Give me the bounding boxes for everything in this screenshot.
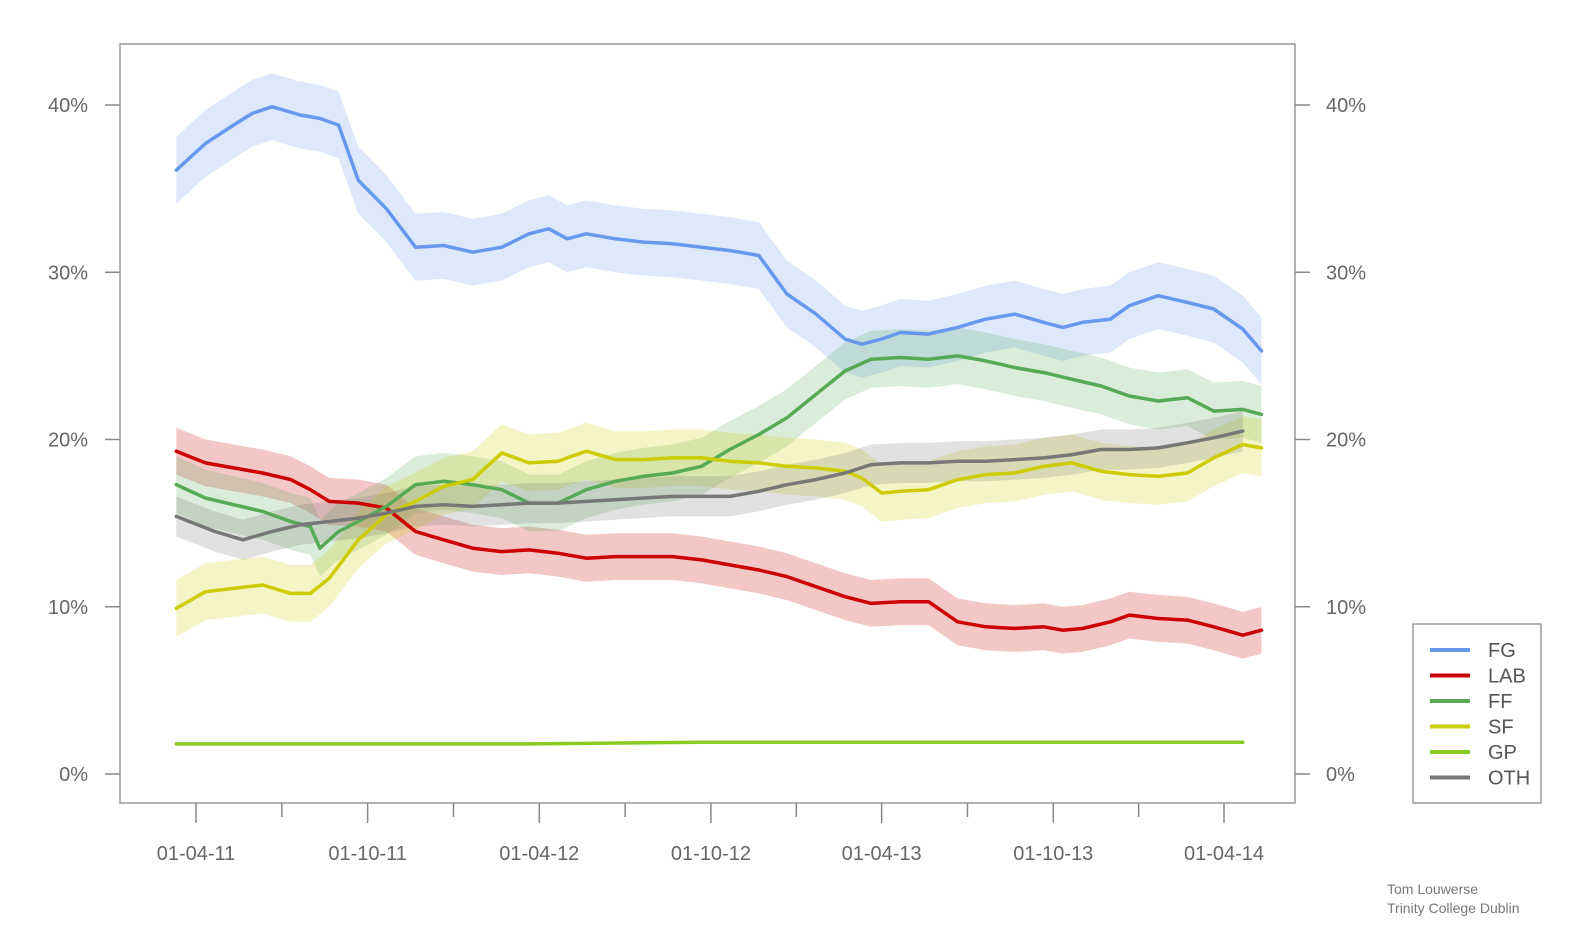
- series-line-oth: [174, 429, 1245, 542]
- uncertainty-bands: [176, 73, 1262, 659]
- y-tick-label-right: 0%: [1326, 764, 1355, 786]
- series-line-gp: [174, 740, 1245, 746]
- y-tick-label-right: 20%: [1326, 430, 1366, 452]
- x-axis: 01-04-11 01-10-11 01-04-12 01-10-12 01-04-13…: [157, 803, 1264, 865]
- y-tick-label-left: 0%: [59, 764, 88, 786]
- y-tick-label-left: 20%: [48, 430, 88, 452]
- band-ff: [176, 327, 1262, 577]
- y-axis-right: 0% 10% 20% 30% 40%: [1295, 95, 1366, 786]
- legend: FG LAB FF SF GP OTH: [1412, 623, 1542, 804]
- x-tick-label: 01-04-11: [157, 843, 236, 865]
- series-line-lab: [174, 449, 1264, 637]
- legend-box: [1412, 623, 1542, 804]
- series-line-ff: [174, 354, 1264, 550]
- credit-institution: Trinity College Dublin: [1387, 900, 1520, 916]
- x-tick-label: 01-10-13: [1013, 843, 1093, 865]
- band-lab: [176, 427, 1262, 659]
- y-tick-label-right: 30%: [1326, 262, 1366, 284]
- y-tick-label-left: 10%: [48, 597, 88, 619]
- band-sf: [176, 416, 1262, 637]
- x-tick-label: 01-04-12: [499, 843, 579, 865]
- legend-label-fg: FG: [1488, 640, 1516, 662]
- x-tick-label: 01-04-14: [1184, 843, 1264, 865]
- y-tick-label-right: 10%: [1326, 597, 1366, 619]
- series-lines: [174, 104, 1264, 746]
- legend-label-gp: GP: [1488, 742, 1517, 764]
- series-line-fg: [174, 104, 1264, 353]
- legend-label-oth: OTH: [1488, 768, 1530, 790]
- plot-frame: [119, 43, 1296, 804]
- legend-label-sf: SF: [1488, 717, 1514, 739]
- y-tick-label-left: 30%: [48, 262, 88, 284]
- y-axis-left: 0% 10% 20% 30% 40%: [48, 95, 120, 786]
- y-tick-label-left: 40%: [48, 95, 88, 117]
- series-line-sf: [174, 442, 1264, 611]
- x-tick-label: 01-04-13: [842, 843, 922, 865]
- x-tick-label: 01-10-12: [671, 843, 751, 865]
- legend-label-lab: LAB: [1488, 666, 1526, 688]
- legend-label-ff: FF: [1488, 691, 1512, 713]
- y-tick-label-right: 40%: [1326, 95, 1366, 117]
- band-oth: [176, 411, 1243, 560]
- x-tick-label: 01-10-11: [328, 843, 407, 865]
- band-fg: [176, 73, 1262, 385]
- credit-author: Tom Louwerse: [1387, 881, 1479, 897]
